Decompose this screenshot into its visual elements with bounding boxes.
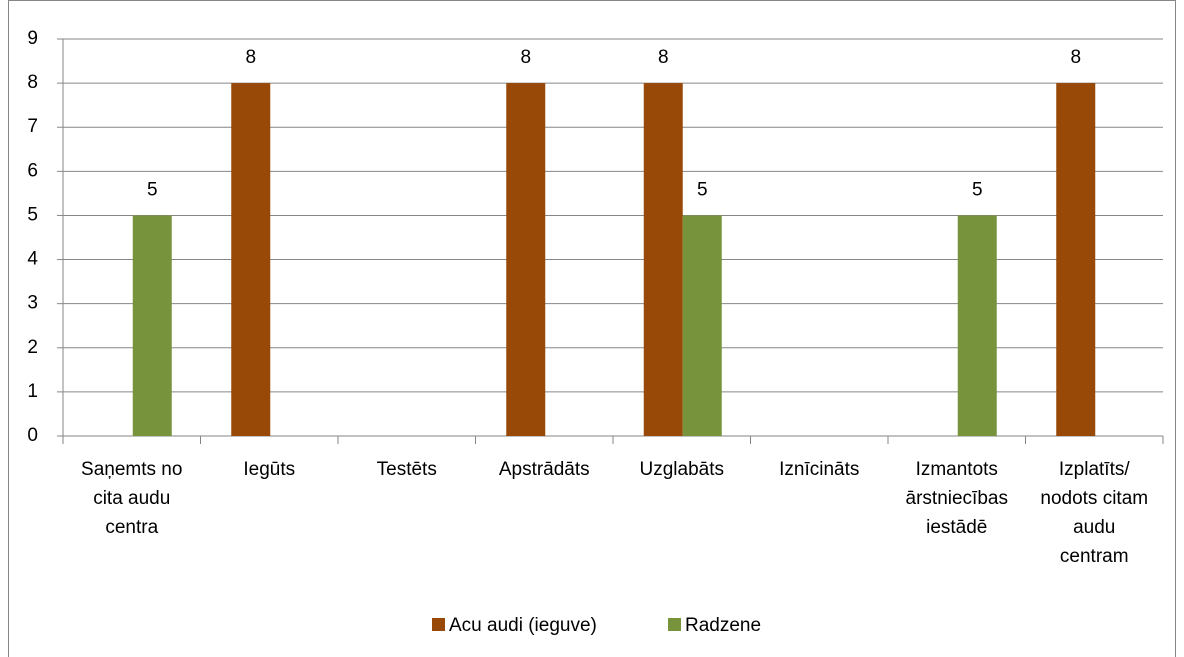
- data-label: 5: [972, 179, 983, 200]
- y-tick-label: 2: [27, 337, 38, 358]
- y-tick-label: 3: [27, 293, 38, 314]
- bar: [643, 83, 683, 436]
- y-tick-label: 4: [27, 249, 38, 270]
- y-tick-label: 0: [27, 425, 38, 446]
- x-tick-label-line: Saņemts no: [81, 459, 182, 480]
- y-tick-label: 1: [27, 381, 38, 402]
- legend-label: Radzene: [685, 615, 761, 636]
- data-label: 8: [520, 47, 531, 68]
- legend-swatch: [668, 618, 681, 631]
- x-tick-label-line: iestādē: [926, 517, 987, 538]
- x-tick-label: Uzglabāts: [640, 459, 725, 480]
- x-tick-label-line: centram: [1060, 546, 1129, 567]
- x-tick-label-line: audu: [1073, 517, 1115, 538]
- y-tick-label: 7: [27, 116, 38, 137]
- x-tick-label-line: nodots citam: [1040, 488, 1148, 509]
- y-tick-label: 6: [27, 160, 38, 181]
- data-label: 8: [658, 47, 669, 68]
- x-tick-label-line: ārstniecības: [906, 488, 1008, 509]
- x-tick-label-line: cita audu: [93, 488, 170, 509]
- x-tick-label-line: Iznīcināts: [779, 459, 859, 480]
- data-label: 5: [147, 179, 158, 200]
- x-tick-label: Iznīcināts: [779, 459, 859, 480]
- bar: [506, 83, 546, 436]
- x-tick-label-line: Apstrādāts: [499, 459, 590, 480]
- data-label: 8: [1070, 47, 1081, 68]
- x-tick-label: Izplatīts/nodots citam audu centram: [1040, 459, 1148, 567]
- x-tick-label-line: Uzglabāts: [640, 459, 725, 480]
- x-tick-label: Saņemts no cita audu centra: [81, 459, 182, 538]
- bar: [957, 215, 997, 436]
- x-tick-label: Izmantots ārstniecības iestādē: [906, 459, 1008, 538]
- x-tick-label-line: Izplatīts/: [1059, 459, 1130, 480]
- legend-swatch: [432, 618, 445, 631]
- data-label: 8: [245, 47, 256, 68]
- bar: [231, 83, 271, 436]
- x-tick-label: Iegūts: [243, 459, 295, 480]
- x-tick-label: Apstrādāts: [499, 459, 590, 480]
- x-tick-label-line: Iegūts: [243, 459, 295, 480]
- y-tick-label: 8: [27, 72, 38, 93]
- x-tick-label-line: centra: [105, 517, 158, 538]
- x-tick-label-line: Testēts: [377, 459, 437, 480]
- chart-frame: [8, 0, 1176, 657]
- bar: [132, 215, 172, 436]
- x-tick-label-line: Izmantots: [916, 459, 998, 480]
- legend-label: Acu audi (ieguve): [449, 615, 597, 636]
- bar: [682, 215, 722, 436]
- bar: [1056, 83, 1096, 436]
- y-tick-label: 5: [27, 204, 38, 225]
- data-label: 5: [697, 179, 708, 200]
- y-tick-label: 9: [27, 28, 38, 49]
- x-tick-label: Testēts: [377, 459, 437, 480]
